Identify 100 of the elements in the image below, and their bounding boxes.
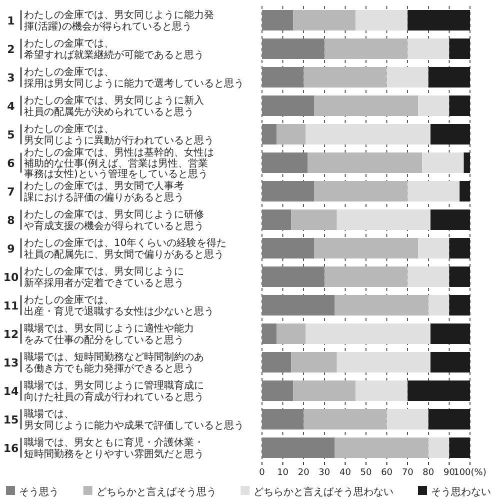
bar xyxy=(262,266,324,288)
legend-label: そう思わない xyxy=(431,487,491,498)
bar xyxy=(262,124,277,145)
text: 7 xyxy=(7,185,15,198)
bar xyxy=(324,266,408,288)
bar xyxy=(460,180,470,202)
x-tick-label: 100(%) xyxy=(454,468,486,478)
text: 11 xyxy=(3,299,19,312)
x-tick-label: 80 xyxy=(422,468,434,478)
x-tick-label: 60 xyxy=(381,468,393,478)
bar xyxy=(262,323,277,344)
bar xyxy=(308,152,422,174)
y-tick-label: わたしの金庫では、男性は基幹的、女性は補助的な仕事(例えば、営業は男性、営業事務は女性)という管理をしていると思う xyxy=(24,146,214,180)
text: 5 xyxy=(7,128,15,142)
x-tick-label: 20 xyxy=(298,468,310,478)
bar xyxy=(314,180,408,202)
text: 3 xyxy=(7,71,15,84)
bar xyxy=(334,294,428,316)
bar xyxy=(262,95,314,116)
bar xyxy=(262,209,292,230)
bar xyxy=(304,408,387,430)
bar xyxy=(408,38,450,60)
legend-label: どちらかと言えばそう思う xyxy=(96,486,216,498)
bar xyxy=(449,95,470,116)
y-tick-label: わたしの金庫では、採用は男女同じように能力で選考していると思う xyxy=(24,66,244,90)
y-tick-label: わたしの金庫では、男女同じように能力発揮(活躍)の機会が得られていると思う xyxy=(24,9,214,32)
bar xyxy=(408,180,460,202)
bar xyxy=(430,323,470,344)
text: 12 xyxy=(3,328,19,341)
bar xyxy=(356,380,408,402)
bar xyxy=(262,38,324,60)
text: 10 xyxy=(3,270,19,284)
bar xyxy=(464,152,470,174)
bar xyxy=(306,124,430,145)
y-tick-label: わたしの金庫では、男女同じように研修や育成支援の機会が得られていると思う xyxy=(24,208,204,232)
text: 1 xyxy=(7,14,15,28)
bar xyxy=(293,10,356,31)
bar xyxy=(428,294,450,316)
x-tick-label: 70 xyxy=(402,468,414,478)
bar xyxy=(449,266,470,288)
y-tick-label: わたしの金庫では、男女同じように異動が行われていると思う xyxy=(24,123,214,146)
y-tick-label: わたしの金庫では、男女同じように新卒採用者が定着できていると思う xyxy=(24,266,184,289)
text: 14 xyxy=(3,384,19,398)
bar xyxy=(293,380,356,402)
bar xyxy=(314,238,418,259)
bar xyxy=(304,66,387,88)
bar xyxy=(276,124,306,145)
bar xyxy=(324,38,408,60)
y-tick-label: わたしの金庫では、男女間で人事考課における評価の偏りがあると思う xyxy=(24,180,184,204)
bar xyxy=(262,352,292,373)
x-tick-label: 10 xyxy=(277,468,289,478)
text: 6 xyxy=(7,156,16,170)
text: 13 xyxy=(3,356,19,370)
x-tick-label: 50 xyxy=(360,468,372,478)
bar xyxy=(262,66,304,88)
y-tick-label: わたしの金庫では、10年くらいの経験を得た社員の配属先に、男女間で偏りがあると思う xyxy=(24,237,227,260)
bar xyxy=(408,266,450,288)
y-tick-label: わたしの金庫では、男女同じように新入社員の配属先が決められていると思う xyxy=(24,94,204,118)
bar xyxy=(262,408,304,430)
bar xyxy=(408,380,470,402)
bar xyxy=(291,352,337,373)
y-tick-label: 職場では、男女同じように管理職育成に向けた社員の育成が行われていると思う xyxy=(24,380,204,403)
y-tick-label: 職場では、短時間勤務など時間制約のある働き方でも能力発揮ができると思う xyxy=(24,351,204,374)
bar xyxy=(428,408,470,430)
bar xyxy=(430,352,470,373)
bar xyxy=(291,209,337,230)
bar xyxy=(334,437,428,458)
y-tick-label: 職場では、男女ともに育児・介護休業・短時間勤務をとりやすい雰囲気だと思う xyxy=(24,436,204,460)
bar xyxy=(262,10,294,31)
bar xyxy=(314,95,418,116)
bar xyxy=(386,66,428,88)
x-tick-label: 90 xyxy=(443,468,456,478)
bar xyxy=(449,238,470,259)
bar xyxy=(430,124,470,145)
bar xyxy=(336,209,430,230)
legend-label: そう思う xyxy=(19,487,59,498)
bar xyxy=(386,408,428,430)
y-tick-label: 職場では、男女同じように適性や能力をみて仕事の配分をしていると思う xyxy=(24,322,194,346)
bar xyxy=(262,294,335,316)
x-tick-label: 30 xyxy=(318,468,330,478)
bar xyxy=(430,209,470,230)
bar xyxy=(262,152,308,174)
legend-label: どちらかと言えばそう思わない xyxy=(254,486,394,498)
bar xyxy=(449,294,470,316)
bar xyxy=(428,437,450,458)
bar xyxy=(336,352,430,373)
bar xyxy=(262,238,314,259)
bar xyxy=(276,323,306,344)
bar xyxy=(262,180,314,202)
bar xyxy=(408,10,470,31)
text: 9 xyxy=(7,242,15,256)
y-tick-label: 職場では、男女同じように能力や成果で評価していると思う xyxy=(24,408,244,432)
bar xyxy=(356,10,408,31)
bar xyxy=(449,437,470,458)
text: 4 xyxy=(7,100,16,113)
bar xyxy=(306,323,430,344)
bar xyxy=(262,380,294,402)
y-tick-label: わたしの金庫では、出産・育児で退職する女性は少ないと思う xyxy=(24,294,214,318)
bar xyxy=(449,38,470,60)
text: 15 xyxy=(3,413,19,426)
